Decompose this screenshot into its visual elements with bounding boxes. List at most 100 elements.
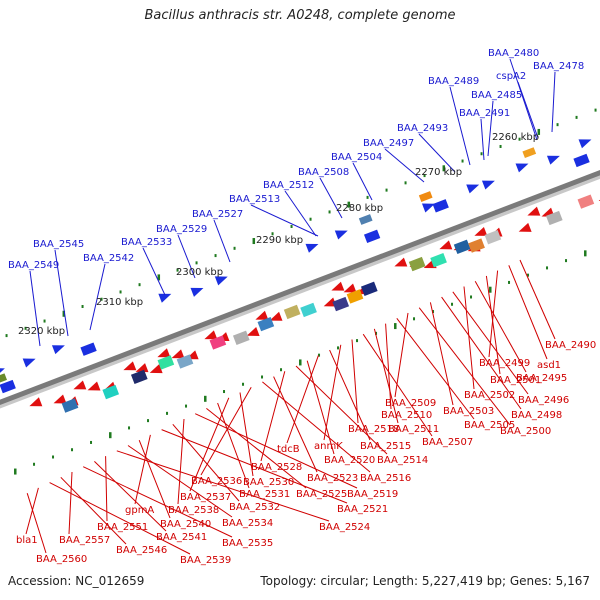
scale-tick bbox=[489, 286, 492, 293]
label-connector bbox=[94, 461, 167, 532]
reverse-gene-block bbox=[176, 354, 194, 369]
label-connector bbox=[429, 302, 454, 406]
label-connector bbox=[68, 471, 73, 535]
reverse-gene-arrow bbox=[149, 364, 163, 374]
accession-text: Accession: NC_012659 bbox=[8, 574, 145, 588]
scale-tick bbox=[347, 201, 351, 208]
reverse-gene-label: BAA_2560 bbox=[36, 554, 87, 565]
reverse-gene-block bbox=[157, 355, 175, 370]
forward-gene-block bbox=[418, 191, 433, 202]
label-connector bbox=[89, 263, 106, 331]
scale-tick bbox=[404, 181, 407, 185]
scale-tick bbox=[90, 440, 93, 444]
reverse-gene-arrow bbox=[331, 281, 345, 291]
scale-label: 2320 kbp bbox=[18, 326, 65, 337]
reverse-gene-arrow bbox=[204, 330, 218, 340]
forward-gene-label: BAA_2513 bbox=[229, 194, 280, 205]
scale-label: 2300 kbp bbox=[176, 267, 223, 278]
reverse-gene-arrow bbox=[135, 363, 149, 373]
reverse-gene-block bbox=[102, 384, 120, 400]
label-connector bbox=[29, 270, 41, 347]
scale-tick bbox=[147, 419, 150, 423]
reverse-gene-arrow bbox=[246, 326, 260, 336]
scale-tick bbox=[223, 390, 226, 394]
label-connector bbox=[487, 100, 494, 157]
scale-tick bbox=[24, 326, 27, 330]
reverse-gene-label: BAA_2519 bbox=[347, 489, 398, 500]
reverse-gene-label: BAA_2516 bbox=[360, 473, 411, 484]
gene-features bbox=[0, 139, 600, 413]
scale-tick bbox=[242, 382, 245, 386]
reverse-gene-block bbox=[61, 398, 79, 413]
forward-gene-label: BAA_2545 bbox=[33, 239, 84, 250]
forward-gene-label: BAA_2485 bbox=[471, 90, 522, 101]
reverse-gene-label: BAA_2541 bbox=[156, 532, 207, 543]
forward-gene-arrow bbox=[305, 243, 319, 253]
label-connector bbox=[385, 323, 392, 410]
reverse-gene-arrow bbox=[87, 381, 101, 391]
scale-tick bbox=[157, 274, 161, 281]
label-connector bbox=[362, 333, 433, 437]
reverse-gene-block bbox=[545, 210, 563, 226]
label-connector bbox=[452, 291, 529, 395]
reverse-gene-label: BAA_2520 bbox=[324, 455, 375, 466]
forward-gene-label: BAA_2504 bbox=[331, 152, 382, 163]
scale-label: 2280 kbp bbox=[336, 203, 383, 214]
scale-tick bbox=[318, 353, 321, 357]
forward-gene-arrow bbox=[334, 230, 348, 240]
scale-label: 2310 kbp bbox=[96, 297, 143, 308]
scale-label: 2290 kbp bbox=[256, 235, 303, 246]
reverse-gene-label: BAA_2528 bbox=[251, 462, 302, 473]
label-connector bbox=[25, 487, 39, 535]
reverse-gene-block bbox=[232, 330, 250, 345]
label-connector bbox=[551, 71, 556, 133]
scale-tick bbox=[518, 137, 521, 141]
label-connector bbox=[54, 249, 69, 337]
scale-tick bbox=[81, 304, 84, 308]
forward-gene-block bbox=[0, 379, 16, 394]
reverse-gene-label: BAA_2514 bbox=[377, 455, 428, 466]
scale-tick bbox=[508, 280, 511, 284]
forward-gene-label: BAA_2542 bbox=[83, 253, 134, 264]
reverse-gene-arrow bbox=[474, 226, 488, 236]
scale-tick bbox=[537, 128, 541, 135]
backbone-shadow bbox=[0, 172, 600, 409]
label-connector bbox=[26, 493, 47, 554]
label-connector bbox=[352, 162, 373, 201]
reverse-gene-block bbox=[300, 302, 317, 318]
reverse-gene-label: bla1 bbox=[16, 535, 38, 546]
reverse-gene-label: BAA_2511 bbox=[388, 424, 439, 435]
reverse-gene-arrow bbox=[439, 240, 453, 250]
reverse-gene-label: BAA_2501 bbox=[490, 375, 541, 386]
reverse-gene-label: BAA_2523 bbox=[307, 473, 358, 484]
reverse-gene-label: gpmA bbox=[125, 505, 154, 516]
label-connector bbox=[273, 376, 318, 473]
reverse-gene-arrow bbox=[171, 349, 185, 359]
scale-tick bbox=[14, 468, 17, 475]
reverse-gene-block bbox=[257, 316, 275, 332]
reverse-gene-arrow bbox=[527, 206, 541, 216]
label-connector bbox=[177, 418, 185, 505]
forward-gene-label: BAA_2512 bbox=[263, 180, 314, 191]
forward-gene-block bbox=[573, 153, 590, 168]
scale-tick bbox=[166, 411, 169, 415]
scale-tick bbox=[138, 283, 141, 287]
scale-tick bbox=[204, 395, 207, 402]
scale-tick bbox=[261, 375, 264, 379]
scale-tick bbox=[413, 317, 416, 321]
forward-gene-arrow bbox=[466, 184, 480, 194]
reverse-gene-block bbox=[408, 256, 426, 272]
label-connector bbox=[474, 280, 527, 373]
reverse-gene-label: BAA_2557 bbox=[59, 535, 110, 546]
label-connector bbox=[323, 344, 342, 441]
scale-tick bbox=[5, 334, 8, 338]
reverse-gene-block bbox=[283, 304, 301, 320]
label-connector bbox=[189, 397, 230, 492]
forward-gene-label: BAA_2529 bbox=[156, 224, 207, 235]
forward-gene-label: BAA_2533 bbox=[121, 237, 172, 248]
backbone-line bbox=[0, 169, 600, 406]
scale-tick bbox=[556, 123, 559, 127]
scale-tick bbox=[299, 359, 302, 366]
